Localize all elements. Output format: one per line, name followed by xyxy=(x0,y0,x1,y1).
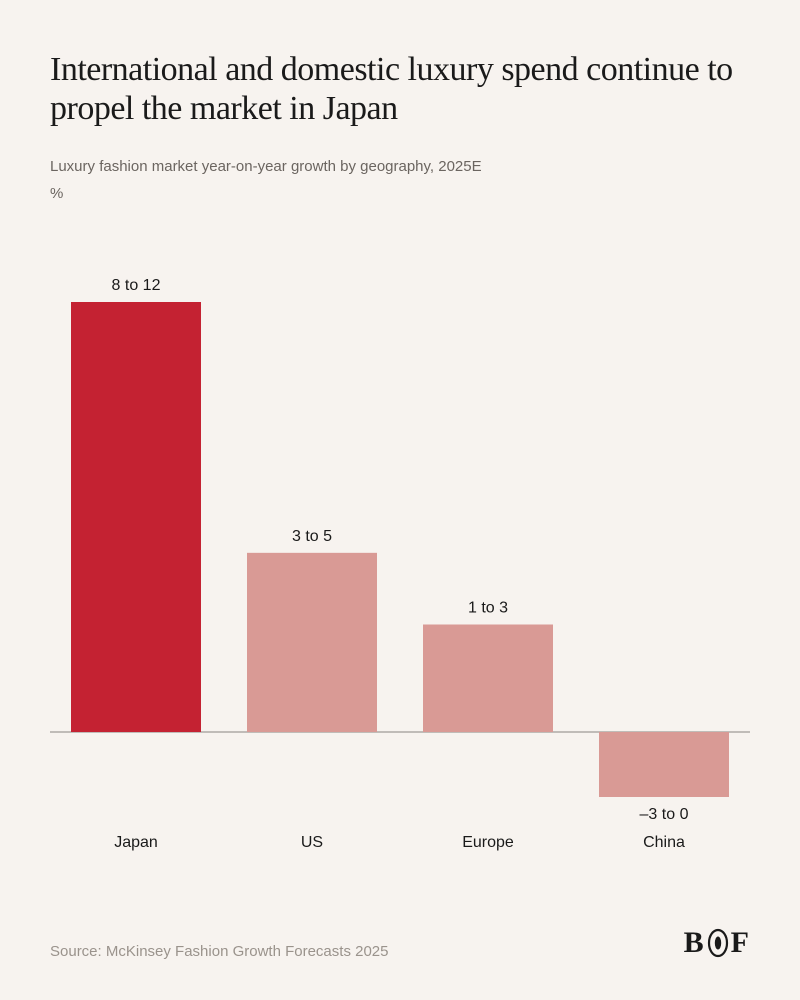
category-label: Japan xyxy=(114,834,158,851)
bar-europe xyxy=(423,624,553,732)
chart-area: 8 to 12 Japan 3 to 5 US 1 to 3 Europe –3 to 0 C… xyxy=(50,242,750,906)
logo-letter-f: F xyxy=(731,926,750,960)
bar-china xyxy=(599,732,729,797)
category-label: US xyxy=(301,834,323,851)
bar-value-label: 3 to 5 xyxy=(292,528,332,545)
bar-us xyxy=(247,553,377,732)
logo-letter-b: B xyxy=(684,926,705,960)
bar-value-label: 1 to 3 xyxy=(468,599,508,616)
bar-value-label: –3 to 0 xyxy=(640,806,689,823)
chart-unit: % xyxy=(50,185,750,202)
bof-logo: B F xyxy=(684,926,750,960)
bar-value-label: 8 to 12 xyxy=(112,277,161,294)
chart-title: International and domestic luxury spend … xyxy=(50,50,750,128)
bar-japan xyxy=(71,302,201,732)
footer: Source: McKinsey Fashion Growth Forecast… xyxy=(50,926,750,960)
category-label: China xyxy=(643,834,685,851)
chart-subtitle: Luxury fashion market year-on-year growt… xyxy=(50,156,750,179)
source-text: Source: McKinsey Fashion Growth Forecast… xyxy=(50,943,388,960)
category-label: Europe xyxy=(462,834,514,851)
bar-chart: 8 to 12 Japan 3 to 5 US 1 to 3 Europe –3 to 0 C… xyxy=(50,242,750,862)
logo-letter-o-icon xyxy=(707,928,729,958)
